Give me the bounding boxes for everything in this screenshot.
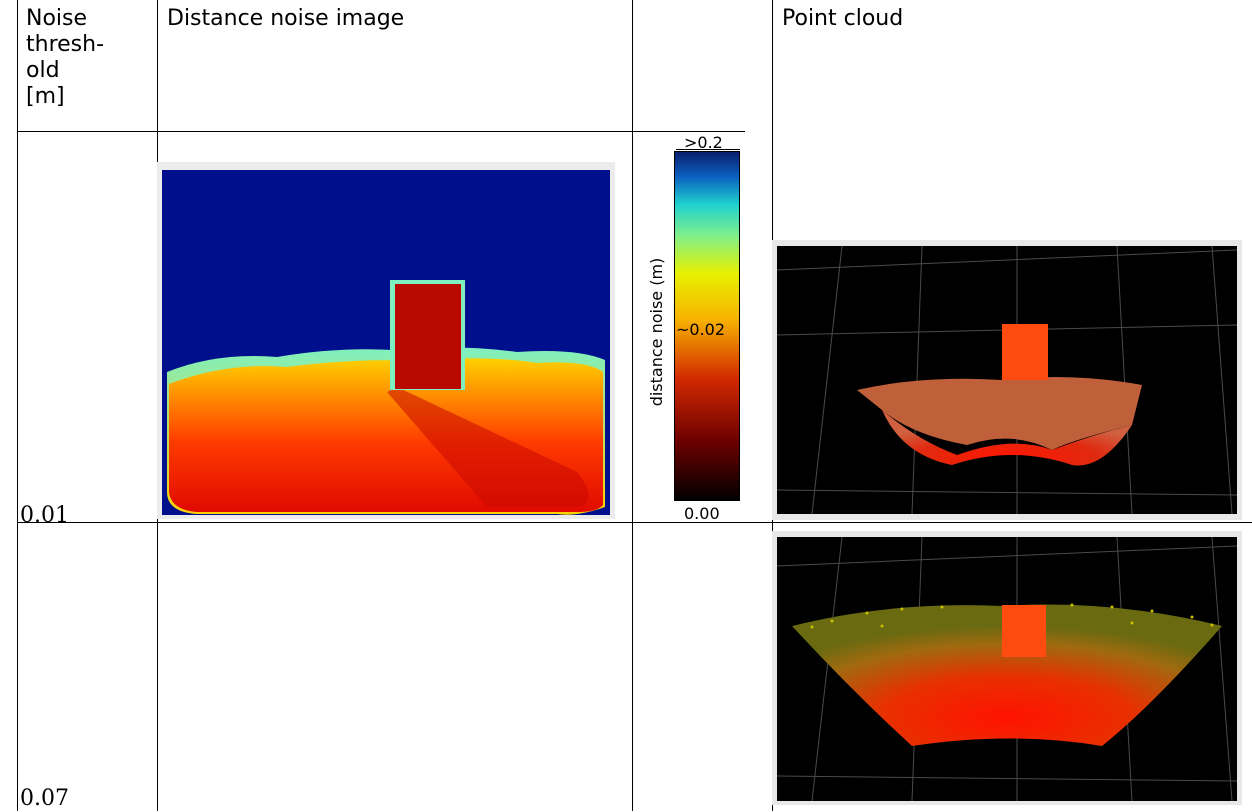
point-cloud-far-points-2 [810, 603, 1214, 629]
distance-noise-image [157, 162, 615, 519]
threshold-value-row-1: 0.01 [20, 503, 69, 528]
row-divider-1 [17, 522, 1252, 523]
noise-object [395, 284, 461, 389]
header-noise-image: Distance noise image [167, 6, 405, 31]
point-cloud-image-1 [772, 240, 1242, 520]
header-threshold-line-2: thresh- [26, 32, 105, 57]
colorbar-top-rule [676, 149, 740, 150]
point-cloud-svg-2 [776, 536, 1238, 802]
colorbar-mid-label: ~0.02 [676, 320, 726, 339]
header-threshold-line-4: [m] [26, 84, 65, 109]
colorbar-top-label: >0.2 [684, 133, 723, 152]
table-left-border [17, 0, 18, 811]
point-cloud-ground-far-1 [857, 376, 1142, 450]
point-cloud-ground-near-1 [882, 410, 1132, 466]
point-cloud-svg-1 [776, 245, 1238, 515]
distance-noise-image-svg [162, 170, 610, 515]
header-threshold-line-3: old [26, 58, 60, 83]
column-divider-2 [632, 0, 633, 811]
row-divider-header [17, 131, 745, 132]
colorbar-bottom-label: 0.00 [684, 504, 720, 523]
header-point-cloud: Point cloud [782, 6, 904, 31]
threshold-value-row-2: 0.07 [20, 786, 69, 811]
header-threshold-line-1: Noise [26, 6, 88, 31]
point-cloud-ground-2 [792, 604, 1222, 746]
colorbar [674, 151, 740, 501]
point-cloud-object-2 [1002, 605, 1046, 657]
point-cloud-object-1 [1002, 324, 1048, 380]
colorbar-axis-label: distance noise (m) [647, 257, 666, 407]
point-cloud-image-2 [772, 531, 1242, 805]
header-threshold: Noise thresh- old [m] [26, 6, 154, 110]
noise-shadow [387, 387, 589, 507]
